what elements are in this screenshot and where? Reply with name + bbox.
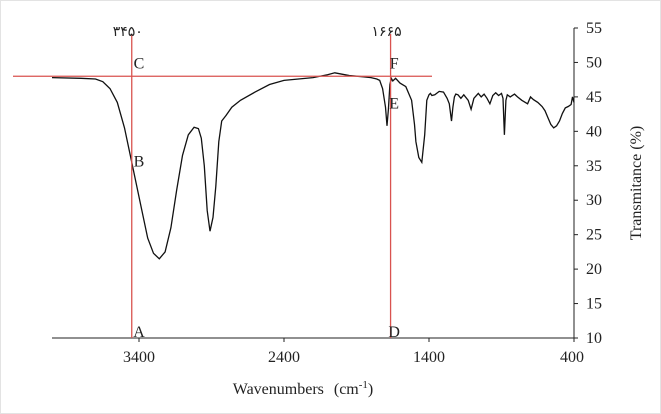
y-tick-label: 15 — [586, 296, 602, 313]
y-tick-label: 40 — [586, 123, 602, 140]
y-tick-label: 30 — [586, 192, 602, 209]
y-tick-label: 55 — [586, 20, 602, 37]
reference-line-top-label: ١۶۶۵ — [372, 24, 402, 40]
point-label-b: B — [134, 153, 145, 170]
point-label-d: D — [388, 324, 400, 341]
point-label-a: A — [133, 324, 145, 341]
x-tick-label: 1400 — [413, 349, 445, 366]
reference-lines: ٣۴۵٠ ١۶۶۵ — [13, 24, 432, 338]
y-tick-label: 20 — [586, 261, 602, 278]
x-tick-label: 3400 — [123, 349, 155, 366]
y-tick-label: 25 — [586, 227, 602, 244]
x-axis-title-text: Wavenumbers — [233, 381, 324, 398]
y-axis-title: Transmitance (%) — [628, 126, 645, 241]
y-tick-label: 35 — [586, 158, 602, 175]
x-tick-label: 2400 — [268, 349, 300, 366]
x-axis-ticks: 3400 2400 1400 400 — [123, 338, 584, 366]
point-label-e: E — [389, 95, 399, 112]
axes — [52, 28, 575, 339]
y-tick-label: 10 — [586, 330, 602, 347]
spectrum-line — [51, 72, 575, 260]
point-labels: C B A F E D — [133, 55, 400, 341]
reference-line-top-label: ٣۴۵٠ — [113, 24, 143, 40]
x-tick-label: 400 — [560, 349, 584, 366]
y-tick-label: 45 — [586, 89, 602, 106]
x-axis-title: Wavenumbers (cm-1) — [233, 379, 374, 398]
x-axis-title-unit: (cm — [334, 381, 359, 398]
point-label-c: C — [134, 55, 145, 72]
point-label-f: F — [390, 55, 399, 72]
y-axis-ticks: 10 15 20 25 30 35 40 45 50 55 — [574, 20, 602, 347]
x-axis-title-unit-sup: -1 — [359, 379, 368, 391]
x-axis-title-unit-close: ) — [368, 381, 373, 398]
y-tick-label: 50 — [586, 54, 602, 71]
